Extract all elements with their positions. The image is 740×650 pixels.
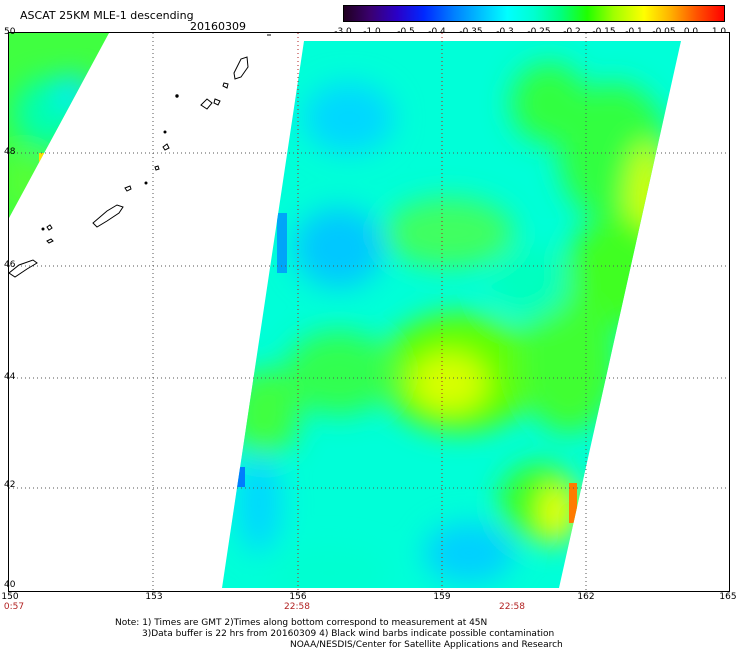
longitude-label: 156: [289, 592, 307, 602]
map-date: 20160309: [190, 20, 246, 33]
swath-map: [8, 32, 730, 592]
latitude-label: 44: [4, 372, 16, 382]
map-title: ASCAT 25KM MLE-1 descending: [20, 9, 194, 22]
latitude-label: 48: [4, 147, 16, 157]
longitude-label: 165: [719, 592, 737, 602]
longitude-label: 150: [1, 592, 19, 602]
color-scale-bar: [343, 5, 725, 22]
time-label: 22:58: [499, 602, 525, 612]
longitude-label: 159: [433, 592, 451, 602]
footnote-line: 3)Data buffer is 22 hrs from 20160309 4)…: [142, 629, 555, 639]
northwest-swath: [9, 33, 109, 218]
latitude-label: 42: [4, 480, 16, 490]
latitude-label: 50: [4, 27, 16, 37]
island-outlines: [9, 34, 271, 278]
time-marker-lines: [297, 33, 443, 591]
time-label: 0:57: [3, 602, 25, 612]
longitude-label: 162: [577, 592, 595, 602]
time-label: 22:58: [284, 602, 310, 612]
main-swath: [222, 41, 681, 588]
footnote-line: NOAA/NESDIS/Center for Satellite Applica…: [290, 640, 563, 650]
longitude-label: 153: [145, 592, 163, 602]
footnote-line: Note: 1) Times are GMT 2)Times along bot…: [115, 618, 488, 628]
latitude-label: 46: [4, 260, 16, 270]
latitude-label: 40: [4, 580, 16, 590]
graticule: [9, 33, 729, 591]
